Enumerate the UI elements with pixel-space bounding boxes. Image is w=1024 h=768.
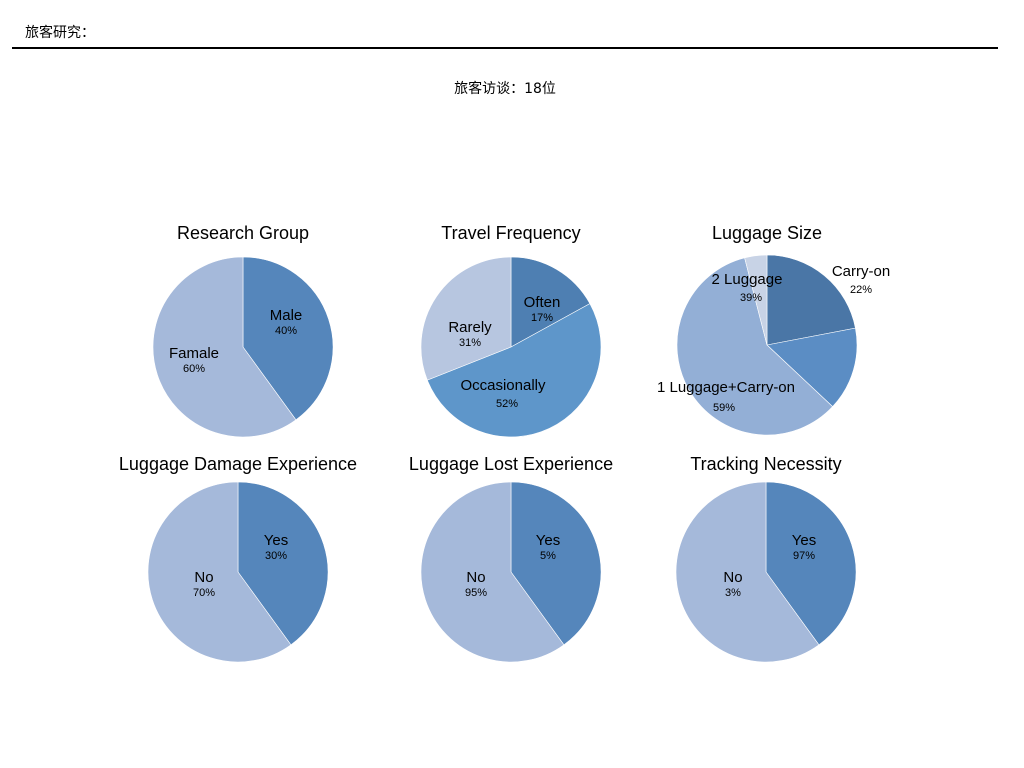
slice-label: No — [466, 569, 485, 586]
pie-title: Luggage Damage Experience — [119, 454, 357, 474]
pie-title: Tracking Necessity — [690, 454, 841, 474]
slice-percent-label: 31% — [459, 337, 481, 349]
slice-percent-label: 17% — [531, 312, 553, 324]
pie-slice — [744, 254, 768, 346]
slice-label: Occasionally — [460, 377, 546, 394]
slice-label: Yes — [792, 532, 816, 549]
pie-slice — [676, 257, 834, 436]
slice-percent-label: 22% — [850, 284, 872, 296]
header-divider — [12, 47, 998, 49]
slice-label: Often — [524, 294, 561, 311]
slice-label: Rarely — [448, 319, 492, 336]
page-title: 旅客研究： — [25, 25, 95, 41]
pie-slice — [237, 481, 329, 646]
slice-percent-label: 5% — [540, 550, 556, 562]
slice-label: 2 Luggage — [712, 271, 783, 288]
slice-percent-label: 3% — [725, 587, 741, 599]
slice-percent-label: 39% — [740, 292, 762, 304]
slice-percent-label: 40% — [275, 325, 297, 337]
pie-chart: Luggage Size Carry-on 22% 1 Luggage+Carry-o… — [657, 223, 890, 436]
pie-slice — [152, 256, 297, 438]
slice-label: Yes — [536, 532, 560, 549]
pie-slice — [510, 481, 602, 646]
pie-slice — [765, 481, 857, 646]
pie-title: Luggage Lost Experience — [409, 454, 613, 474]
interview-count-subtitle: 旅客访谈：18位 — [454, 81, 556, 97]
pie-slice — [766, 254, 856, 346]
slice-percent-label: 60% — [183, 363, 205, 375]
pie-slice — [242, 256, 334, 421]
pie-slice — [510, 256, 591, 348]
pie-slice — [420, 256, 512, 381]
slice-percent-label: 59% — [713, 402, 735, 414]
slice-label: Famale — [169, 345, 219, 362]
pie-slice — [147, 481, 292, 663]
pie-title: Luggage Size — [712, 223, 822, 243]
slice-label: Carry-on — [832, 263, 890, 280]
slice-label: Male — [270, 307, 303, 324]
slice-percent-label: 30% — [265, 550, 287, 562]
slice-label: Yes — [264, 532, 288, 549]
slice-label: 1 Luggage+Carry-on — [657, 379, 795, 396]
slice-label: No — [723, 569, 742, 586]
slice-label: No — [194, 569, 213, 586]
slice-percent-label: 70% — [193, 587, 215, 599]
pie-title: Travel Frequency — [441, 223, 580, 243]
slice-percent-label: 52% — [496, 398, 518, 410]
pie-slice — [420, 481, 565, 663]
pie-title: Research Group — [177, 223, 309, 243]
slice-percent-label: 97% — [793, 550, 815, 562]
pie-slice — [426, 303, 602, 438]
pie-slice — [675, 481, 820, 663]
pie-slice — [766, 327, 858, 408]
slice-percent-label: 95% — [465, 587, 487, 599]
